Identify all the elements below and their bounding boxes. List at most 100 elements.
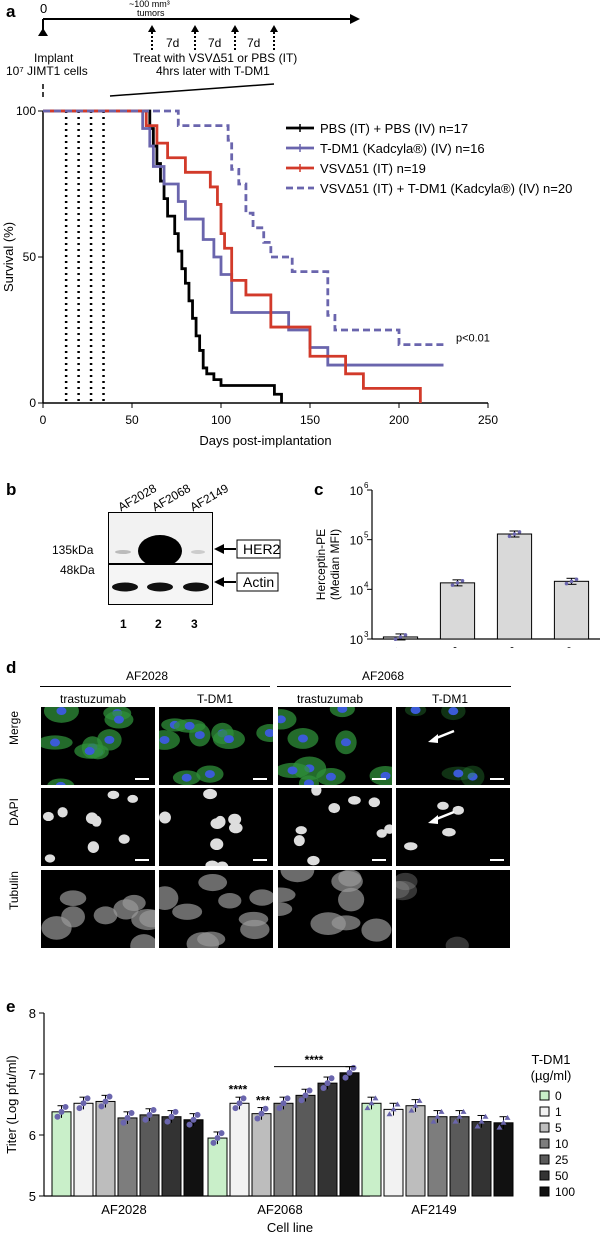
y-tick-label: 0 <box>29 396 36 410</box>
lane-label-1: AF2028 <box>115 481 159 515</box>
titer-point <box>456 1113 463 1119</box>
treat-line-1: Treat with VSVΔ51 or PBS (IT) <box>133 51 298 65</box>
titer-point <box>320 1085 327 1092</box>
lane-number-3: 3 <box>191 617 198 631</box>
titer-point <box>106 1093 113 1100</box>
legend-label: VSVΔ51 (IT) n=19 <box>320 161 426 176</box>
nucleus <box>223 735 234 744</box>
mfi-point <box>507 534 512 539</box>
tubulin-cell <box>331 870 363 893</box>
x-tick-label: 200 <box>389 413 409 427</box>
titer-point <box>452 1118 459 1124</box>
tubulin-cell <box>172 903 203 920</box>
titer-bar <box>139 1114 160 1197</box>
titer-point <box>276 1105 283 1112</box>
titer-point <box>210 1139 217 1146</box>
nucleus <box>297 734 308 743</box>
interval-2: 7d <box>208 36 222 50</box>
merge-image <box>40 706 156 786</box>
implant-line-1: Implant <box>34 51 74 65</box>
p-value: p<0.01 <box>456 333 490 345</box>
nucleus <box>210 838 224 851</box>
timeline-zero: 0 <box>40 1 48 16</box>
dapi-image <box>158 787 274 867</box>
actin-label: Actin <box>243 574 275 590</box>
mw-48: 48kDa <box>60 563 95 577</box>
col-label-3: trastuzumab <box>297 692 364 706</box>
y-axis-label: Survival (%) <box>1 222 16 292</box>
survival-series-line <box>43 109 283 403</box>
col-label-1: trastuzumab <box>60 692 127 706</box>
tubulin-image <box>395 869 511 949</box>
y-tick-label: 5 <box>29 1189 36 1204</box>
significance-mark: **** <box>305 1053 324 1067</box>
her2-band <box>138 535 182 567</box>
tubulin-cell <box>47 778 75 785</box>
nucleus <box>44 854 56 863</box>
tubulin-cell <box>278 887 296 903</box>
y-tick-label: 7 <box>29 1067 36 1082</box>
y-tick-exponent: 4 <box>364 580 369 589</box>
nucleus <box>205 860 219 866</box>
titer-bar <box>161 1116 182 1197</box>
treat-line-2: 4hrs later with T-DM1 <box>156 64 270 78</box>
nucleus <box>181 773 192 782</box>
titer-point <box>258 1110 265 1117</box>
nucleus <box>159 735 170 744</box>
lane-number-2: 2 <box>155 617 162 631</box>
nucleus <box>228 822 243 834</box>
row-label-dapi: DAPI <box>7 797 21 826</box>
nucleus <box>467 772 478 781</box>
nucleus <box>368 797 380 808</box>
survival-series-line <box>43 109 444 367</box>
y-axis-label: Titer (Log pfu/ml) <box>4 1055 19 1154</box>
titer-point <box>120 1119 127 1126</box>
actin-band-2 <box>147 582 173 592</box>
titer-bar <box>361 1102 382 1197</box>
panel-label-c: c <box>314 480 324 499</box>
titer-point <box>328 1075 335 1082</box>
y-axis-label-2: (Median MFI) <box>328 529 342 600</box>
nucleus <box>216 861 229 866</box>
titer-point <box>438 1108 445 1114</box>
nucleus <box>437 801 449 810</box>
titer-point <box>346 1069 353 1076</box>
titer-bar <box>339 1072 360 1197</box>
titer-point <box>434 1113 441 1119</box>
mfi-point <box>393 637 398 642</box>
tubulin-cell <box>361 918 392 942</box>
tubulin-cell <box>396 872 418 891</box>
titer-point <box>254 1115 261 1122</box>
nucleus <box>194 731 205 740</box>
lane-number-1: 1 <box>120 617 127 631</box>
x-axis-label: Days post-implantation <box>199 433 331 448</box>
col-label-2: T-DM1 <box>197 692 233 706</box>
titer-point <box>168 1113 175 1120</box>
nucleus <box>340 738 351 747</box>
mfi-bar <box>553 580 590 640</box>
titer-point <box>236 1100 243 1107</box>
titer-bar <box>383 1108 404 1197</box>
dapi-image <box>395 787 511 867</box>
titer-point <box>62 1103 69 1110</box>
legend-swatch <box>539 1154 550 1165</box>
nucleus <box>203 788 218 800</box>
tubulin-cell <box>280 870 315 883</box>
titer-bar <box>95 1100 116 1197</box>
nucleus <box>325 772 336 781</box>
survival-chart: 0 50 100 150 200 250 0 50 100 Days post-implantat… <box>1 104 572 448</box>
mfi-point <box>450 583 455 587</box>
y-axis-label: Herceptin-PE <box>315 529 328 600</box>
legend-swatch <box>539 1122 550 1133</box>
titer-point <box>128 1110 135 1117</box>
legend-label: 50 <box>555 1169 569 1183</box>
titer-point <box>306 1087 313 1094</box>
merge-image <box>158 706 274 786</box>
mfi-category-label: AF2068 <box>483 644 521 648</box>
legend-label: 100 <box>555 1185 575 1199</box>
x-tick-label: 150 <box>300 413 320 427</box>
titer-point <box>500 1119 507 1125</box>
y-tick-label: 10 <box>350 583 364 597</box>
titer-bar <box>183 1119 204 1197</box>
group-label-af2028: AF2028 <box>126 669 169 683</box>
